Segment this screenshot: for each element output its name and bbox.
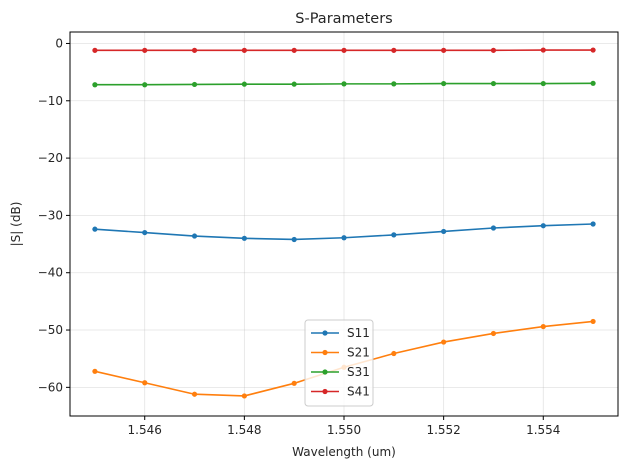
data-point-s21 xyxy=(142,380,148,386)
data-point-s31 xyxy=(540,80,546,87)
data-point-s31 xyxy=(490,80,497,87)
data-point-s11 xyxy=(391,232,397,238)
legend: S11 S21 S31 S41 xyxy=(304,319,374,407)
chart-title: S-Parameters xyxy=(295,11,392,27)
x-tick-label: 1.552 xyxy=(426,423,460,437)
data-point-s31 xyxy=(391,81,397,87)
data-point-s41 xyxy=(540,47,546,53)
legend-marker-s21 xyxy=(322,349,328,356)
data-point-s11 xyxy=(191,233,198,239)
legend-label-s21: S21 xyxy=(347,346,370,360)
x-tick-label: 1.554 xyxy=(526,423,560,437)
data-point-s11 xyxy=(142,229,148,236)
data-point-s21 xyxy=(590,318,596,325)
data-point-s31 xyxy=(341,81,347,87)
x-axis-label: Wavelength (um) xyxy=(292,445,396,459)
legend-box xyxy=(304,319,374,407)
data-point-s11 xyxy=(241,235,247,241)
legend-marker-s31 xyxy=(322,369,328,375)
y-tick-label: −40 xyxy=(38,266,63,280)
data-point-s11 xyxy=(590,221,596,227)
legend-label-s41: S41 xyxy=(347,385,370,399)
legend-label-s31: S31 xyxy=(347,365,370,379)
data-point-s11 xyxy=(441,228,447,235)
legend-marker-s11 xyxy=(322,330,328,336)
data-point-s21 xyxy=(241,393,247,399)
data-point-s21 xyxy=(191,391,198,397)
data-point-s41 xyxy=(241,47,247,53)
y-tick-label: −10 xyxy=(38,94,63,108)
data-point-s31 xyxy=(92,82,98,88)
data-point-s41 xyxy=(590,47,596,53)
data-point-s41 xyxy=(391,47,397,53)
axis-ticks: 1.546 1.548 1.550 1.552 1.554 0 −10 −20 −30 −40 −5… xyxy=(38,36,561,437)
data-point-s21 xyxy=(391,350,397,357)
data-point-s41 xyxy=(341,47,347,53)
data-point-s31 xyxy=(241,81,247,87)
data-point-s41 xyxy=(441,47,447,53)
data-point-s21 xyxy=(490,330,497,337)
data-point-s31 xyxy=(142,82,148,88)
x-tick-label: 1.546 xyxy=(128,423,162,437)
data-point-s41 xyxy=(92,47,98,53)
legend-label-s11: S11 xyxy=(347,326,370,340)
x-tick-label: 1.548 xyxy=(227,423,261,437)
legend-marker-s41 xyxy=(322,388,328,395)
x-tick-label: 1.550 xyxy=(327,423,361,437)
data-point-s21 xyxy=(441,339,447,345)
y-tick-label: −20 xyxy=(38,151,63,165)
y-tick-label: −60 xyxy=(38,380,63,394)
data-point-s11 xyxy=(341,235,347,241)
data-point-s11 xyxy=(92,226,98,232)
y-axis-label: |S| (dB) xyxy=(9,202,23,247)
y-tick-label: 0 xyxy=(55,36,63,50)
y-tick-label: −30 xyxy=(38,208,63,222)
data-point-s21 xyxy=(291,380,297,386)
data-point-s31 xyxy=(441,80,447,87)
data-point-s41 xyxy=(291,47,297,53)
data-point-s11 xyxy=(540,223,546,229)
data-point-s21 xyxy=(92,368,98,374)
data-point-s41 xyxy=(191,47,198,53)
data-point-s21 xyxy=(540,323,546,330)
data-point-s31 xyxy=(590,80,596,86)
y-tick-label: −50 xyxy=(38,323,63,337)
data-point-s41 xyxy=(142,47,148,53)
data-point-s31 xyxy=(191,81,198,88)
data-point-s31 xyxy=(291,81,297,87)
data-point-s11 xyxy=(490,225,497,231)
data-point-s11 xyxy=(291,236,297,243)
data-point-s41 xyxy=(490,47,497,53)
